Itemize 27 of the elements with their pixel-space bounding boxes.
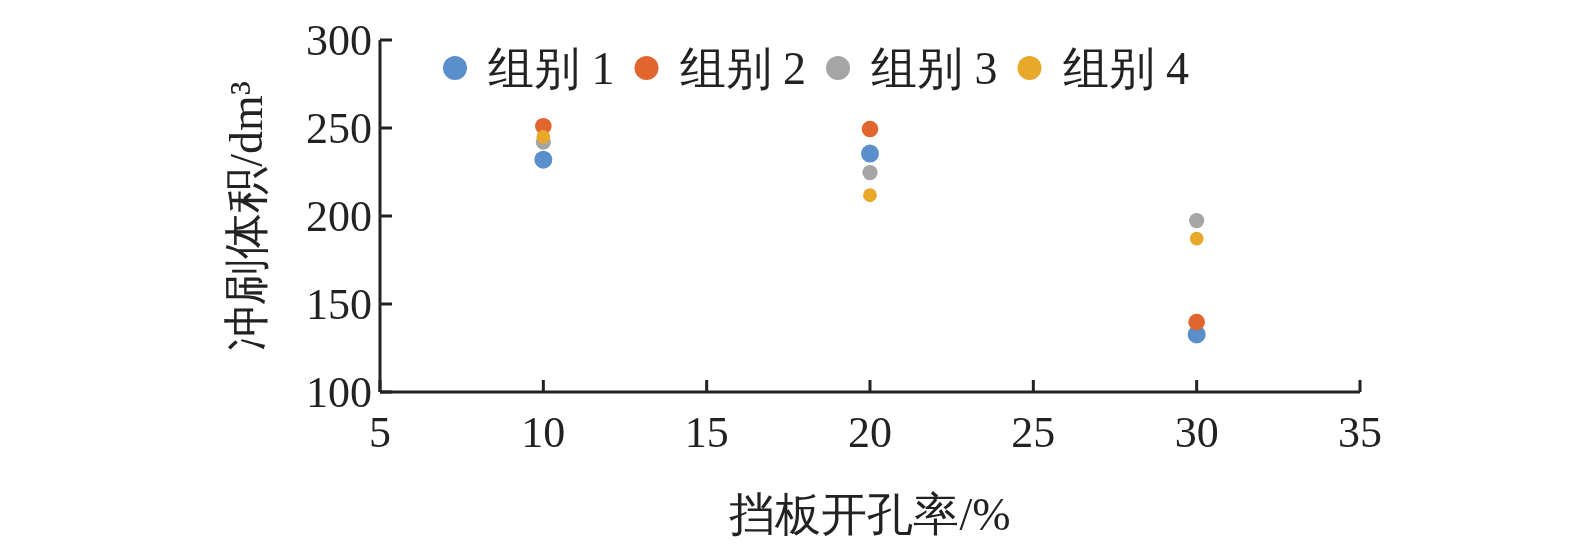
point [861, 120, 879, 138]
y-tick-label: 250 [306, 104, 372, 153]
x-tick-label: 10 [521, 408, 566, 457]
legend-label: 组别 3 [871, 43, 998, 94]
y-tick-label: 200 [306, 192, 372, 241]
point [1189, 212, 1205, 229]
point [861, 144, 879, 163]
y-tick-label: 150 [306, 280, 372, 329]
point [534, 150, 553, 169]
x-tick-label: 30 [1174, 408, 1219, 457]
point [536, 129, 551, 144]
x-tick-label: 20 [848, 408, 892, 457]
point [1188, 313, 1205, 331]
x-tick-label: 35 [1338, 408, 1382, 457]
legend-label: 组别 4 [1062, 43, 1189, 94]
y-axis-title: 冲刷体积/dm³ [221, 81, 272, 351]
y-tick-label: 100 [306, 368, 372, 417]
point [1189, 231, 1204, 246]
x-axis-title: 挡板开孔率/% [729, 489, 1011, 540]
y-tick-label: 300 [306, 16, 372, 65]
legend-label: 组别 2 [679, 43, 806, 94]
legend-label: 组别 1 [488, 43, 615, 94]
point [863, 188, 877, 203]
x-tick-label: 25 [1011, 408, 1056, 457]
x-tick-label: 5 [369, 408, 391, 457]
x-tick-label: 15 [684, 408, 729, 457]
point [862, 164, 878, 181]
